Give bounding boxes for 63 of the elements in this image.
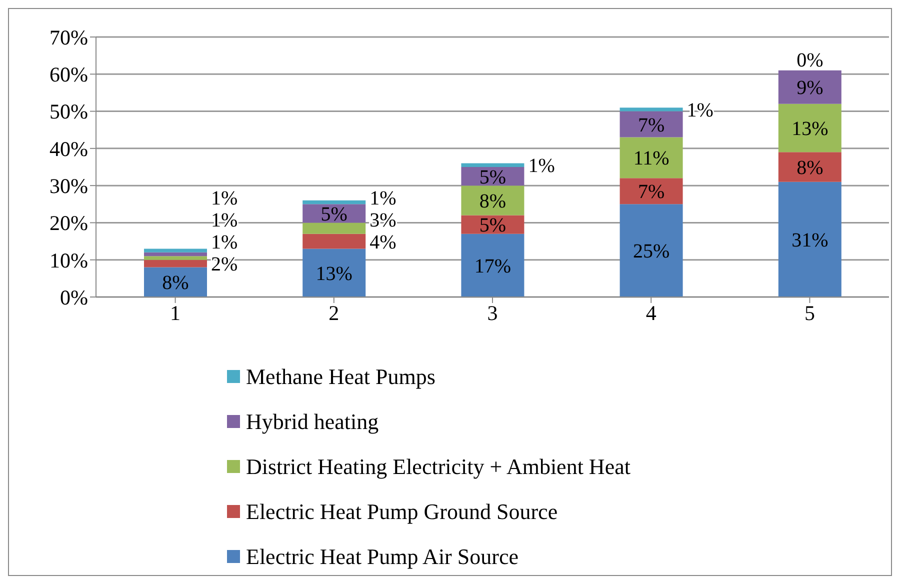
x-tick-label: 4 bbox=[646, 300, 657, 325]
y-tick-label: 50% bbox=[50, 100, 88, 124]
data-label: 7% bbox=[638, 114, 665, 136]
y-tick-label: 20% bbox=[50, 211, 88, 236]
y-tick-label: 0% bbox=[60, 285, 88, 310]
bar bbox=[461, 163, 524, 167]
bar bbox=[144, 260, 207, 268]
data-label: 1% bbox=[211, 188, 238, 210]
data-label: 11% bbox=[633, 148, 670, 170]
y-tick-label: 30% bbox=[50, 174, 88, 198]
x-tick-label: 1 bbox=[170, 300, 181, 325]
bar bbox=[461, 186, 524, 216]
bar bbox=[302, 248, 366, 297]
data-label: 31% bbox=[792, 229, 828, 252]
data-label: 13% bbox=[792, 118, 828, 140]
data-label: 8% bbox=[162, 272, 189, 294]
bar bbox=[778, 70, 842, 104]
bar bbox=[620, 111, 683, 138]
legend-label: Methane Heat Pumps bbox=[246, 364, 436, 390]
data-label: 1% bbox=[528, 155, 555, 178]
y-tick-label: 40% bbox=[50, 136, 88, 161]
data-label: 1% bbox=[211, 232, 238, 254]
data-label: 5% bbox=[320, 203, 348, 226]
bar bbox=[620, 108, 683, 112]
bar bbox=[302, 200, 366, 204]
bar bbox=[144, 252, 207, 256]
bar bbox=[461, 234, 524, 297]
bar bbox=[302, 222, 366, 234]
data-label: 8% bbox=[479, 190, 506, 212]
legend-label: Electric Heat Pump Air Source bbox=[246, 544, 518, 570]
bar bbox=[144, 256, 207, 260]
data-label: 5% bbox=[479, 166, 506, 188]
data-label: 1% bbox=[686, 99, 714, 122]
data-label: 1% bbox=[211, 210, 238, 232]
x-tick-label: 5 bbox=[804, 300, 815, 325]
legend-label: District Heating Electricity + Ambient Heat bbox=[246, 454, 630, 480]
x-tick-label: 3 bbox=[487, 300, 498, 325]
bar bbox=[620, 137, 683, 178]
x-tick-label: 2 bbox=[328, 300, 340, 325]
bar bbox=[778, 104, 842, 152]
data-label: 9% bbox=[796, 77, 824, 100]
legend-label: Hybrid heating bbox=[246, 408, 379, 434]
data-label: 17% bbox=[474, 255, 512, 278]
bar bbox=[778, 182, 842, 297]
data-label: 13% bbox=[316, 262, 352, 285]
data-label: 7% bbox=[638, 181, 665, 204]
data-label: 0% bbox=[796, 49, 824, 72]
y-tick-label: 70% bbox=[50, 25, 88, 50]
y-tick-label: 60% bbox=[50, 62, 88, 87]
bar bbox=[302, 234, 366, 249]
bar bbox=[778, 152, 842, 182]
data-label: 5% bbox=[479, 214, 506, 237]
y-tick-label: 10% bbox=[50, 248, 88, 272]
data-label: 1% bbox=[370, 187, 396, 210]
data-label: 2% bbox=[211, 254, 238, 276]
data-label: 25% bbox=[632, 240, 670, 263]
data-label: 3% bbox=[370, 209, 396, 232]
data-label: 4% bbox=[370, 231, 396, 254]
legend-label: Electric Heat Pump Ground Source bbox=[246, 498, 558, 524]
data-label: 8% bbox=[796, 157, 824, 179]
bar bbox=[620, 204, 683, 297]
bar bbox=[620, 178, 683, 204]
bar bbox=[144, 248, 207, 252]
